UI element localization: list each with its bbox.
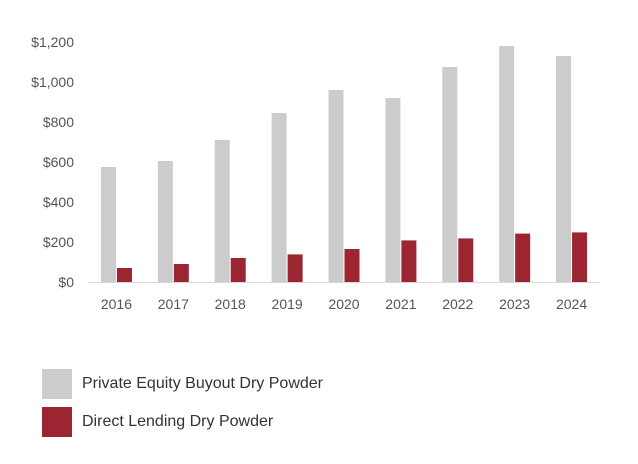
legend-item-private-equity: Private Equity Buyout Dry Powder (42, 368, 323, 400)
bar-direct-lending-2021 (401, 240, 417, 282)
bar-private-equity-2020 (328, 90, 344, 282)
x-tick-label-2019: 2019 (272, 296, 303, 312)
bar-private-equity-2021 (385, 98, 401, 282)
x-tick-label-2022: 2022 (442, 296, 473, 312)
legend-label-private-equity: Private Equity Buyout Dry Powder (82, 375, 323, 392)
y-tick-label: $1,200 (31, 34, 74, 50)
legend: Private Equity Buyout Dry Powder Direct … (42, 368, 323, 444)
x-tick-label-2021: 2021 (385, 296, 416, 312)
x-axis: 2016 2017 2018 2019 2020 2021 2022 2023 2024 (88, 282, 600, 312)
bars (100, 46, 588, 282)
bar-private-equity-2018 (214, 140, 230, 282)
bar-direct-lending-2018 (230, 258, 246, 282)
legend-item-direct-lending: Direct Lending Dry Powder (42, 406, 323, 438)
bar-direct-lending-2016 (116, 268, 132, 282)
legend-swatch-private-equity (42, 369, 72, 399)
bar-private-equity-2017 (157, 161, 173, 282)
bar-direct-lending-2019 (287, 254, 303, 282)
y-tick-label: $400 (43, 194, 74, 210)
x-tick-label-2023: 2023 (499, 296, 530, 312)
x-tick-label-2024: 2024 (556, 296, 587, 312)
y-tick-label: $200 (43, 234, 74, 250)
bar-private-equity-2022 (442, 67, 458, 282)
y-axis: $0 $200 $400 $600 $800 $1,000 $1,200 (31, 34, 74, 290)
x-tick-label-2018: 2018 (215, 296, 246, 312)
x-tick-label-2020: 2020 (328, 296, 359, 312)
bar-direct-lending-2020 (344, 249, 360, 282)
bar-private-equity-2016 (100, 167, 116, 282)
y-tick-label: $600 (43, 154, 74, 170)
x-tick-label-2017: 2017 (158, 296, 189, 312)
legend-swatch-direct-lending (42, 407, 72, 437)
bar-private-equity-2023 (499, 46, 515, 282)
bar-chart: $0$200$400$600$800$1,000$1,200 2016 2017 2… (31, 34, 600, 312)
bar-direct-lending-2017 (173, 264, 189, 282)
legend-label-direct-lending: Direct Lending Dry Powder (82, 413, 274, 430)
bar-direct-lending-2024 (572, 232, 588, 282)
x-tick-label-2016: 2016 (101, 296, 132, 312)
bar-direct-lending-2023 (515, 233, 531, 282)
bar-private-equity-2024 (556, 56, 572, 282)
bar-private-equity-2019 (271, 113, 287, 282)
y-tick-label: $1,000 (31, 74, 74, 90)
bar-direct-lending-2022 (458, 238, 474, 282)
y-tick-label: $800 (43, 114, 74, 130)
y-tick-label: $0 (58, 274, 74, 290)
